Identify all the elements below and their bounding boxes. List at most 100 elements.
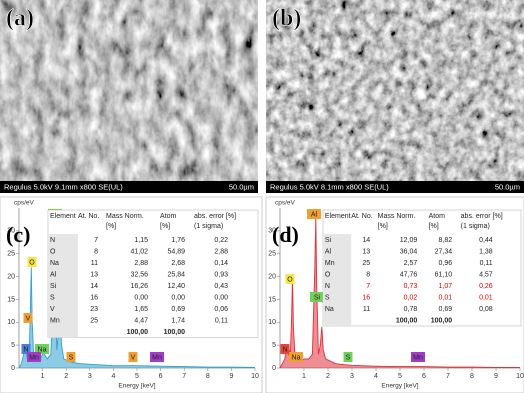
table-header: At. No. bbox=[351, 213, 372, 220]
table-cell: Na bbox=[325, 306, 334, 313]
table-cell: 16 bbox=[362, 294, 370, 301]
table-cell: Al bbox=[50, 271, 57, 278]
x-tick-label: 4 bbox=[374, 373, 378, 380]
table-cell: O bbox=[325, 271, 331, 278]
table-cell: 12,40 bbox=[167, 283, 185, 290]
table-cell: 0,08 bbox=[479, 306, 493, 313]
panel-label: (a) bbox=[6, 6, 34, 32]
y-tick-label: 30 bbox=[268, 228, 276, 235]
table-cell: V bbox=[50, 306, 55, 313]
table-cell: N bbox=[50, 237, 55, 244]
table-cell: 7 bbox=[94, 237, 98, 244]
table-cell: 14 bbox=[362, 237, 370, 244]
table-header: Mass Norm. bbox=[106, 213, 144, 220]
table-cell: 41,02 bbox=[130, 248, 148, 255]
peak-label: Mn bbox=[29, 354, 39, 361]
peak-label-box bbox=[343, 352, 353, 362]
table-cell: 1,65 bbox=[134, 306, 148, 313]
table-header: (1 sigma) bbox=[461, 223, 490, 230]
x-tick-label: 3 bbox=[350, 373, 354, 380]
peak-label-box bbox=[285, 274, 295, 284]
peak-label-box bbox=[289, 352, 303, 362]
y-tick-label: 15 bbox=[268, 296, 276, 303]
table-cell: 0,01 bbox=[479, 294, 493, 301]
table-cell: 0,73 bbox=[404, 283, 418, 290]
table-cell: 0,96 bbox=[439, 260, 453, 267]
panel-label: (d) bbox=[272, 222, 299, 247]
table-cell: 0,14 bbox=[214, 260, 228, 267]
table-cell: Mn bbox=[325, 260, 335, 267]
table-cell: 8,82 bbox=[439, 237, 453, 244]
table-cell: 27,34 bbox=[435, 248, 453, 255]
table-cell: 0,44 bbox=[479, 237, 493, 244]
table-cell: 32,56 bbox=[130, 271, 148, 278]
table-cell: 1,74 bbox=[171, 317, 185, 324]
table-cell: 1,07 bbox=[439, 283, 453, 290]
table-header: abs. error [%] bbox=[194, 213, 236, 220]
table-cell: 0,02 bbox=[404, 294, 418, 301]
peak-label-box bbox=[23, 313, 33, 323]
table-cell: 16,26 bbox=[130, 283, 148, 290]
peak-label: S bbox=[346, 354, 351, 361]
peak-label-box bbox=[27, 352, 41, 362]
table-cell: N bbox=[325, 283, 330, 290]
table-cell: 0,22 bbox=[214, 237, 228, 244]
y-tick-label: 10 bbox=[268, 319, 276, 326]
table-cell: 11 bbox=[91, 260, 98, 267]
table-cell: 0,11 bbox=[480, 260, 493, 267]
table-cell: 8 bbox=[94, 248, 98, 255]
table-first-col bbox=[323, 234, 352, 326]
table-bg bbox=[322, 209, 522, 327]
table-cell: 0,06 bbox=[214, 306, 228, 313]
panel-label: (b) bbox=[272, 6, 301, 32]
sem-image-a: Regulus 5.0kV 9.1mm x800 SE(UL) 50.0µm (… bbox=[0, 0, 258, 193]
x-tick-label: 7 bbox=[182, 373, 186, 380]
peak-label-box bbox=[310, 292, 324, 302]
table-cell: 0,11 bbox=[215, 317, 228, 324]
peak-label-box bbox=[27, 257, 37, 267]
table-cell: 14 bbox=[90, 283, 98, 290]
table-header: [%] bbox=[106, 223, 116, 230]
table-cell: 1,38 bbox=[479, 248, 493, 255]
table-cell: 13 bbox=[90, 271, 98, 278]
table-header: abs. error [%] bbox=[461, 213, 503, 220]
y-tick-label: 20 bbox=[268, 273, 276, 280]
table-header: Atom bbox=[160, 213, 177, 220]
table-cell: 4,47 bbox=[134, 317, 148, 324]
table-total: 100,00 bbox=[127, 329, 149, 336]
peak-label: Na bbox=[38, 346, 47, 353]
table-cell: 13 bbox=[362, 248, 370, 255]
x-axis-label: Energy [keV] bbox=[118, 383, 155, 390]
x-tick-label: 7 bbox=[446, 373, 450, 380]
table-first-col bbox=[48, 234, 78, 338]
x-tick-label: 9 bbox=[494, 373, 498, 380]
peak-label: Al bbox=[311, 211, 318, 218]
table-cell: 0,00 bbox=[171, 294, 185, 301]
table-header: At. No. bbox=[78, 213, 99, 220]
table-cell: 25,84 bbox=[167, 271, 185, 278]
table-cell: Na bbox=[50, 260, 59, 267]
table-total: 100,00 bbox=[164, 329, 186, 336]
peak-label: Si bbox=[314, 294, 321, 301]
table-cell: 0,78 bbox=[404, 306, 418, 313]
table-cell: 23 bbox=[90, 306, 98, 313]
x-tick-label: 10 bbox=[516, 373, 524, 380]
peak-label: O bbox=[287, 276, 293, 283]
table-cell: 8 bbox=[366, 271, 370, 278]
table-header: Element bbox=[325, 213, 351, 220]
x-tick-label: 1 bbox=[302, 373, 306, 380]
table-cell: 0,00 bbox=[134, 294, 148, 301]
peak-label: V bbox=[26, 315, 31, 322]
x-tick-label: 3 bbox=[88, 373, 92, 380]
x-tick-label: 8 bbox=[206, 373, 210, 380]
table-cell: 61,10 bbox=[435, 271, 453, 278]
y-axis-label: cps/eV bbox=[275, 200, 296, 207]
x-tick-label: 6 bbox=[159, 373, 163, 380]
y-tick-label: 5 bbox=[11, 342, 15, 349]
table-cell: 2,68 bbox=[171, 260, 185, 267]
table-header: [%] bbox=[429, 223, 439, 230]
peak-label-box bbox=[411, 352, 425, 362]
peak-label-box bbox=[150, 352, 164, 362]
y-tick-label: 0 bbox=[11, 365, 15, 372]
